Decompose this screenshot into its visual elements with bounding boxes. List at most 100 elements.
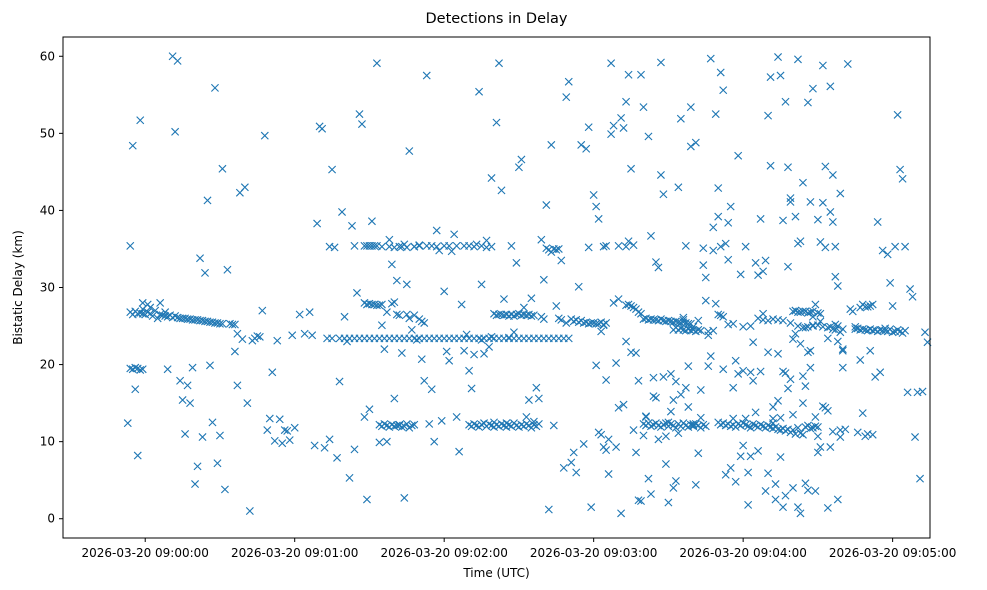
data-point: [330, 243, 339, 252]
data-point: [465, 366, 474, 375]
data-point: [751, 258, 760, 267]
y-tick-label: 10: [40, 435, 55, 449]
data-point: [686, 103, 695, 112]
data-point: [726, 202, 735, 211]
data-point: [574, 282, 583, 291]
data-point: [265, 414, 274, 423]
data-point: [823, 406, 832, 415]
data-point: [392, 421, 401, 430]
data-point: [744, 468, 753, 477]
data-point: [891, 242, 900, 251]
data-point: [739, 441, 748, 450]
data-point: [343, 337, 352, 346]
data-point: [592, 361, 601, 370]
data-point: [671, 423, 680, 432]
data-point: [746, 322, 755, 331]
data-point: [689, 419, 698, 428]
data-point: [629, 241, 638, 250]
data-point: [472, 240, 481, 249]
data-point: [833, 495, 842, 504]
data-point: [848, 307, 857, 316]
data-point: [784, 163, 792, 172]
data-point: [223, 265, 232, 274]
data-point: [198, 433, 207, 442]
data-point: [793, 239, 802, 248]
data-point: [876, 368, 885, 377]
data-point: [701, 273, 710, 282]
data-point: [808, 312, 817, 321]
data-point: [637, 309, 645, 318]
data-point: [776, 71, 785, 80]
data-point: [497, 186, 506, 195]
data-point: [350, 445, 359, 454]
data-point: [726, 463, 735, 472]
data-point: [659, 372, 668, 381]
data-point: [420, 376, 429, 385]
data-point: [300, 329, 309, 338]
data-point: [230, 320, 239, 329]
data-point: [696, 413, 705, 422]
data-point: [460, 346, 469, 355]
data-point: [646, 231, 655, 240]
data-point: [278, 439, 287, 448]
data-point: [340, 312, 349, 321]
data-point: [756, 367, 765, 376]
data-point: [328, 334, 337, 343]
data-point: [148, 312, 157, 321]
data-point: [402, 310, 411, 319]
data-point: [793, 423, 802, 432]
data-point: [671, 377, 680, 386]
data-point: [811, 413, 820, 421]
data-point: [627, 164, 636, 173]
data-point: [385, 235, 394, 244]
data-point: [831, 272, 840, 281]
data-point: [781, 369, 790, 378]
data-point: [741, 414, 750, 423]
data-point: [507, 241, 516, 250]
data-point: [744, 500, 753, 509]
data-point: [774, 349, 783, 358]
data-point: [851, 322, 860, 331]
data-point: [375, 301, 384, 310]
data-point: [445, 356, 454, 365]
data-point: [263, 426, 272, 435]
data-point: [602, 376, 611, 384]
data-point: [644, 474, 653, 483]
data-point: [320, 443, 329, 452]
data-point: [886, 278, 895, 287]
data-point: [392, 276, 401, 285]
data-point: [594, 428, 603, 437]
data-point: [390, 394, 399, 403]
data-point: [539, 315, 548, 324]
data-point: [602, 241, 611, 250]
data-point: [801, 479, 810, 488]
data-point: [253, 332, 262, 341]
data-point: [270, 436, 279, 445]
data-point: [457, 300, 466, 309]
data-point: [796, 339, 805, 348]
data-point: [866, 346, 875, 355]
data-point: [534, 419, 543, 428]
data-point: [542, 201, 551, 210]
data-point: [308, 331, 317, 340]
data-point: [911, 433, 920, 442]
data-point: [734, 369, 743, 378]
data-point: [467, 384, 476, 393]
data-point: [838, 346, 847, 355]
data-point: [186, 399, 195, 408]
data-point: [126, 241, 135, 250]
data-point: [788, 335, 797, 344]
data-point: [689, 322, 698, 331]
data-point: [826, 207, 835, 216]
data-point: [622, 97, 631, 106]
data-point: [788, 426, 797, 435]
data-point: [594, 214, 603, 223]
data-point: [813, 308, 822, 317]
data-point: [779, 503, 787, 512]
data-point: [539, 275, 548, 284]
data-point: [325, 435, 334, 444]
data-point: [669, 483, 678, 492]
data-point: [432, 226, 441, 235]
data-point: [422, 71, 431, 80]
